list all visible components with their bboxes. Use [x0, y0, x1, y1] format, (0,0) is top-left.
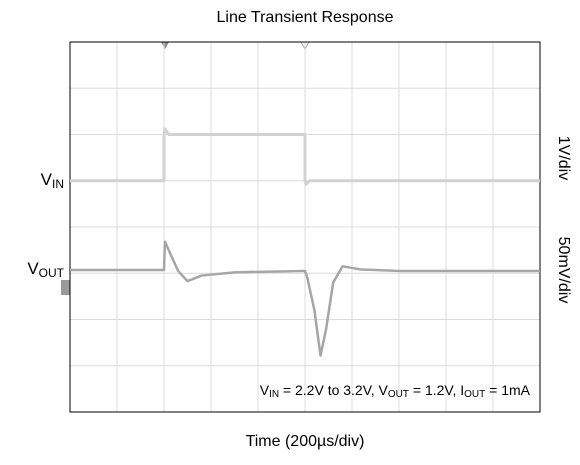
trace [70, 127, 540, 186]
plot-frame [69, 41, 541, 413]
annotation-part: = 2.2V to 3.2V, V [279, 382, 389, 398]
trace-label-main: V [27, 259, 39, 278]
right-label: 1V/div [555, 136, 572, 180]
annotation-part: OUT [388, 389, 409, 400]
x-axis-label: Time (200µs/div) [246, 433, 365, 450]
trace-label-sub: IN [52, 177, 64, 191]
annotation-part: = 1mA [485, 382, 530, 398]
channel-marker [61, 280, 70, 295]
trigger-marker [161, 42, 169, 49]
annotation: VIN = 2.2V to 3.2V, VOUT = 1.2V, IOUT = … [260, 382, 531, 400]
annotation-part: OUT [464, 389, 485, 400]
trace-label: VIN [41, 170, 64, 191]
chart-title: Line Transient Response [217, 9, 394, 26]
annotation-part: V [260, 382, 270, 398]
trace-label: VOUT [27, 259, 64, 280]
right-label: 50mV/div [555, 237, 572, 304]
annotation-part: IN [269, 389, 279, 400]
trace-label-sub: OUT [39, 266, 65, 280]
trace-label-main: V [41, 170, 53, 189]
trace [70, 240, 540, 357]
annotation-part: = 1.2V, I [409, 382, 464, 398]
